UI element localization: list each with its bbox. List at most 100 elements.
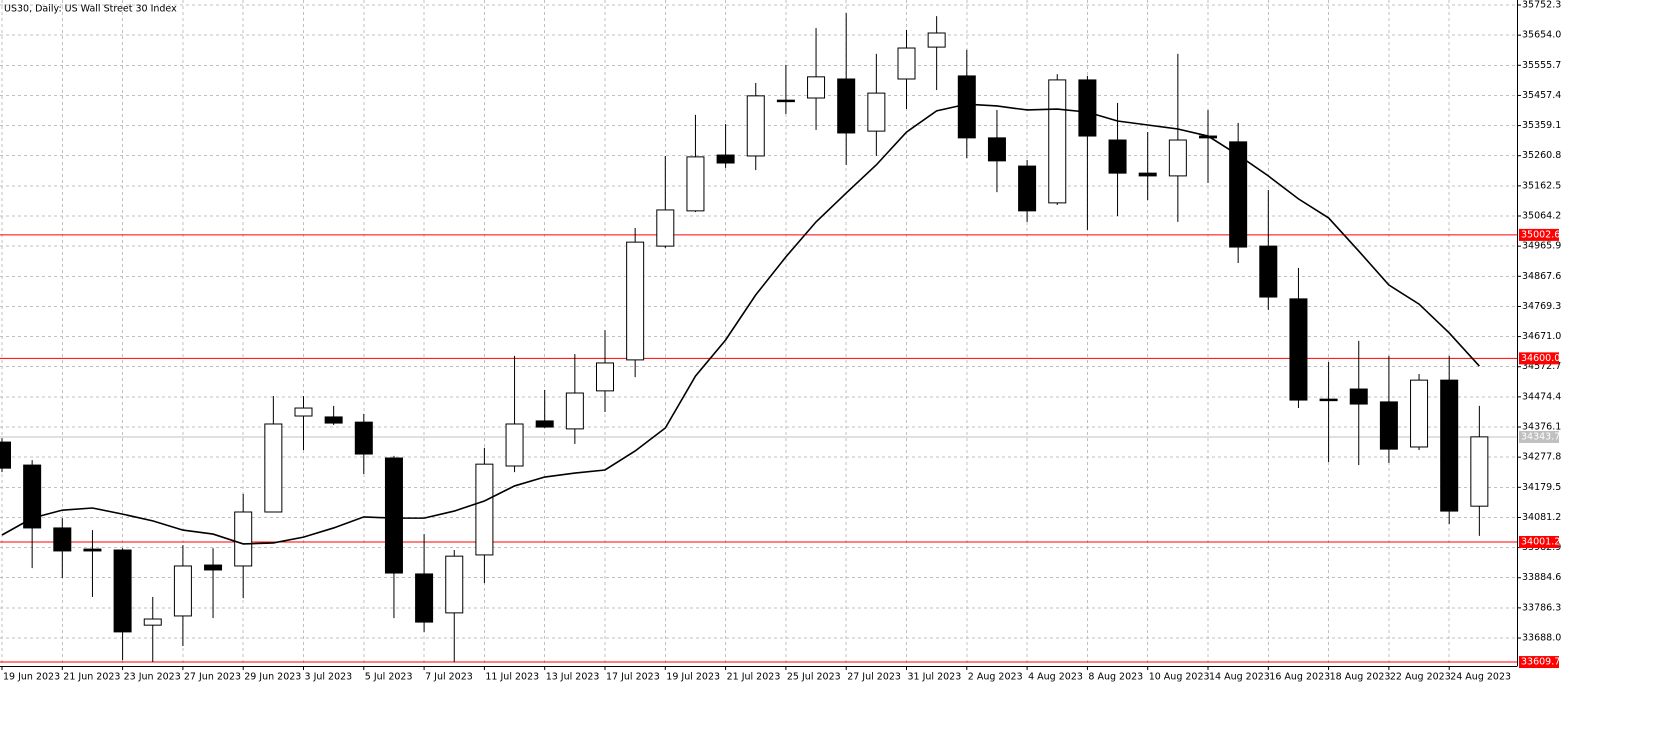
- x-tick-label: 16 Aug 2023: [1269, 672, 1330, 683]
- x-tick-label: 25 Jul 2023: [787, 672, 841, 683]
- candle-body: [143, 618, 162, 626]
- candle-body: [686, 156, 705, 212]
- candle-body: [1319, 398, 1338, 402]
- x-tick-label: 14 Aug 2023: [1209, 672, 1270, 683]
- moving-average: [1, 103, 1480, 545]
- y-tick-label: 34376.1: [1522, 422, 1561, 433]
- y-tick-label: 33884.6: [1522, 572, 1561, 583]
- y-tick-label: 34277.8: [1522, 452, 1561, 463]
- x-tick-label: 4 Aug 2023: [1028, 672, 1083, 683]
- y-tick-label: 34081.2: [1522, 512, 1561, 523]
- last-price-label: 34343.7: [1521, 431, 1560, 442]
- y-tick-label: 34769.3: [1522, 301, 1561, 312]
- candle-body: [565, 392, 584, 430]
- level-label: 35002.6: [1521, 229, 1560, 240]
- candle-body: [264, 423, 283, 513]
- last-price-box: [1519, 430, 1559, 443]
- x-tick-label: 2 Aug 2023: [968, 672, 1023, 683]
- candle-body: [1410, 379, 1429, 448]
- x-tick-label: 31 Jul 2023: [908, 672, 962, 683]
- candle-body: [113, 549, 132, 633]
- candle-body: [83, 548, 102, 552]
- y-tick-label: 35260.8: [1522, 150, 1561, 161]
- x-tick-label: 27 Jun 2023: [184, 672, 241, 683]
- level-box: [1519, 535, 1559, 548]
- candle-body: [0, 441, 11, 469]
- level-box: [1519, 352, 1559, 365]
- y-tick-label: 34572.7: [1522, 361, 1561, 372]
- x-tick-label: 29 Jun 2023: [244, 672, 301, 683]
- candle-body: [204, 564, 223, 571]
- candle-body: [535, 420, 554, 428]
- y-tick-label: 35752.3: [1522, 0, 1561, 10]
- candle-body: [1349, 388, 1368, 405]
- candle-body: [776, 99, 795, 103]
- candle-body: [1108, 139, 1127, 174]
- y-tick-label: 34671.0: [1522, 331, 1561, 342]
- candle-body: [1289, 298, 1308, 401]
- candle-body: [445, 555, 464, 614]
- candle-body: [173, 565, 192, 617]
- level-box: [1519, 656, 1559, 669]
- y-tick-label: 35064.2: [1522, 211, 1561, 222]
- y-tick-label: 35457.4: [1522, 90, 1561, 101]
- x-tick-label: 19 Jun 2023: [3, 672, 60, 683]
- x-tick-label: 11 Jul 2023: [485, 672, 539, 683]
- candle-body: [656, 209, 675, 247]
- y-tick-label: 34474.4: [1522, 391, 1561, 402]
- y-tick-label: 35359.1: [1522, 120, 1561, 131]
- candle-body: [1138, 172, 1157, 177]
- plot: [0, 13, 1517, 663]
- x-tick-label: 21 Jul 2023: [727, 672, 781, 683]
- x-tick-label: 23 Jun 2023: [124, 672, 181, 683]
- candle-body: [1229, 141, 1248, 248]
- candle-body: [987, 137, 1006, 162]
- candle-body: [957, 75, 976, 139]
- x-tick-label: 17 Jul 2023: [606, 672, 660, 683]
- x-tick-label: 18 Aug 2023: [1330, 672, 1391, 683]
- level-label: 34600.0: [1521, 353, 1560, 364]
- candle-body: [1470, 436, 1489, 507]
- chart-title: US30, Daily: US Wall Street 30 Index: [4, 4, 177, 15]
- candle-body: [596, 362, 614, 392]
- y-tick-label: 35555.7: [1522, 60, 1561, 71]
- grid: [0, 0, 1517, 666]
- candle-body: [1379, 401, 1398, 450]
- candle-body: [1440, 379, 1459, 512]
- level-label: 34001.2: [1521, 536, 1560, 547]
- y-tick-label: 34179.5: [1522, 482, 1561, 493]
- x-tick-label: 13 Jul 2023: [546, 672, 600, 683]
- x-tick-label: 3 Jul 2023: [305, 672, 353, 683]
- candle-body: [23, 464, 42, 529]
- y-tick-label: 33688.0: [1522, 633, 1561, 644]
- level-box: [1519, 228, 1559, 241]
- candle-body: [354, 421, 373, 455]
- candle-body: [807, 76, 826, 99]
- candle-body: [234, 511, 253, 567]
- candle-body: [867, 92, 886, 132]
- candle-body: [475, 463, 494, 556]
- candle-body: [324, 416, 343, 424]
- y-tick-label: 35162.5: [1522, 180, 1561, 191]
- candle-body: [1168, 139, 1187, 177]
- labels: 35752.3 35654.0 35555.7 35457.4 35359.1 35260…: [1, 0, 1561, 683]
- candle-body: [294, 407, 313, 417]
- y-tick-label: 35654.0: [1522, 30, 1561, 41]
- candle-body: [1078, 79, 1097, 137]
- candle-body: [837, 78, 856, 134]
- x-tick-label: 7 Jul 2023: [425, 672, 473, 683]
- candle-body: [53, 527, 72, 552]
- y-tick-label: 34965.9: [1522, 241, 1561, 252]
- candle-body: [927, 32, 946, 48]
- x-tick-label: 19 Jul 2023: [666, 672, 720, 683]
- candle-body: [415, 573, 434, 623]
- y-tick-label: 33786.3: [1522, 602, 1561, 613]
- y-tick-label: 34867.6: [1522, 271, 1561, 282]
- level-label: 33609.7: [1521, 657, 1560, 668]
- candle-body: [897, 47, 916, 80]
- candle-body: [384, 457, 403, 574]
- candle-body: [746, 95, 765, 157]
- x-tick-label: 5 Jul 2023: [365, 672, 413, 683]
